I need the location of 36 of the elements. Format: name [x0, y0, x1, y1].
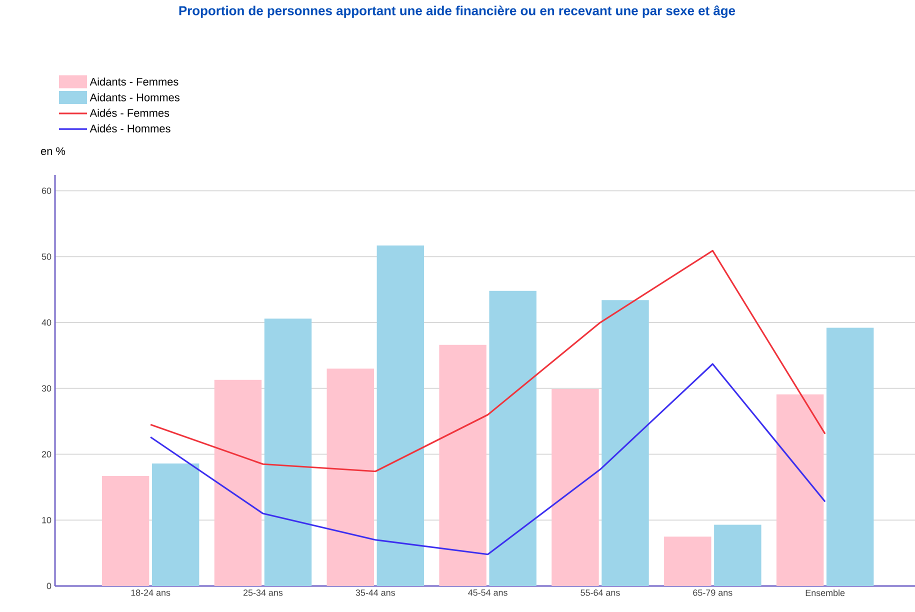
legend-label: Aidés - Hommes [90, 124, 170, 132]
line-series [150, 363, 826, 556]
line-series [150, 250, 826, 472]
x-tick-label: 65-79 ans [693, 590, 732, 596]
y-tick-label: 0 [46, 582, 52, 590]
bar [552, 389, 599, 586]
y-tick-label: 20 [42, 451, 52, 458]
y-tick-label: 30 [42, 385, 52, 392]
x-tick-label: 18-24 ans [131, 590, 170, 596]
x-tick-label: Ensemble [806, 590, 845, 596]
bar [439, 344, 486, 586]
chart-title: Proportion de personnes apportant une aide financière ou en recevant une par sexe et âge [179, 6, 736, 18]
y-axis-title: en % [40, 147, 66, 156]
x-tick-label: 35-44 ans [356, 590, 395, 596]
x-tick-label: 55-64 ans [580, 590, 620, 596]
bar [326, 368, 374, 586]
bar [826, 328, 874, 586]
bar [489, 290, 536, 586]
y-tick-label: 60 [42, 188, 52, 194]
y-tick-label: 10 [42, 516, 52, 524]
legend-label: Aidés - Femmes [90, 108, 170, 117]
y-tick-label: 40 [42, 319, 52, 326]
x-tick-label: 25-34 ans [244, 590, 283, 596]
bar [152, 463, 200, 586]
legend-label: Aidants - Hommes [90, 93, 180, 102]
legend-label: Aidants - Femmes [90, 78, 178, 86]
bar [102, 476, 150, 586]
bar [264, 318, 312, 586]
bar [714, 524, 762, 586]
bar [214, 380, 262, 586]
bar [602, 300, 649, 586]
y-tick-label: 50 [42, 253, 52, 260]
bar [776, 394, 824, 586]
bar [664, 536, 712, 586]
bar [376, 245, 424, 586]
x-tick-label: 45-54 ans [468, 590, 508, 596]
